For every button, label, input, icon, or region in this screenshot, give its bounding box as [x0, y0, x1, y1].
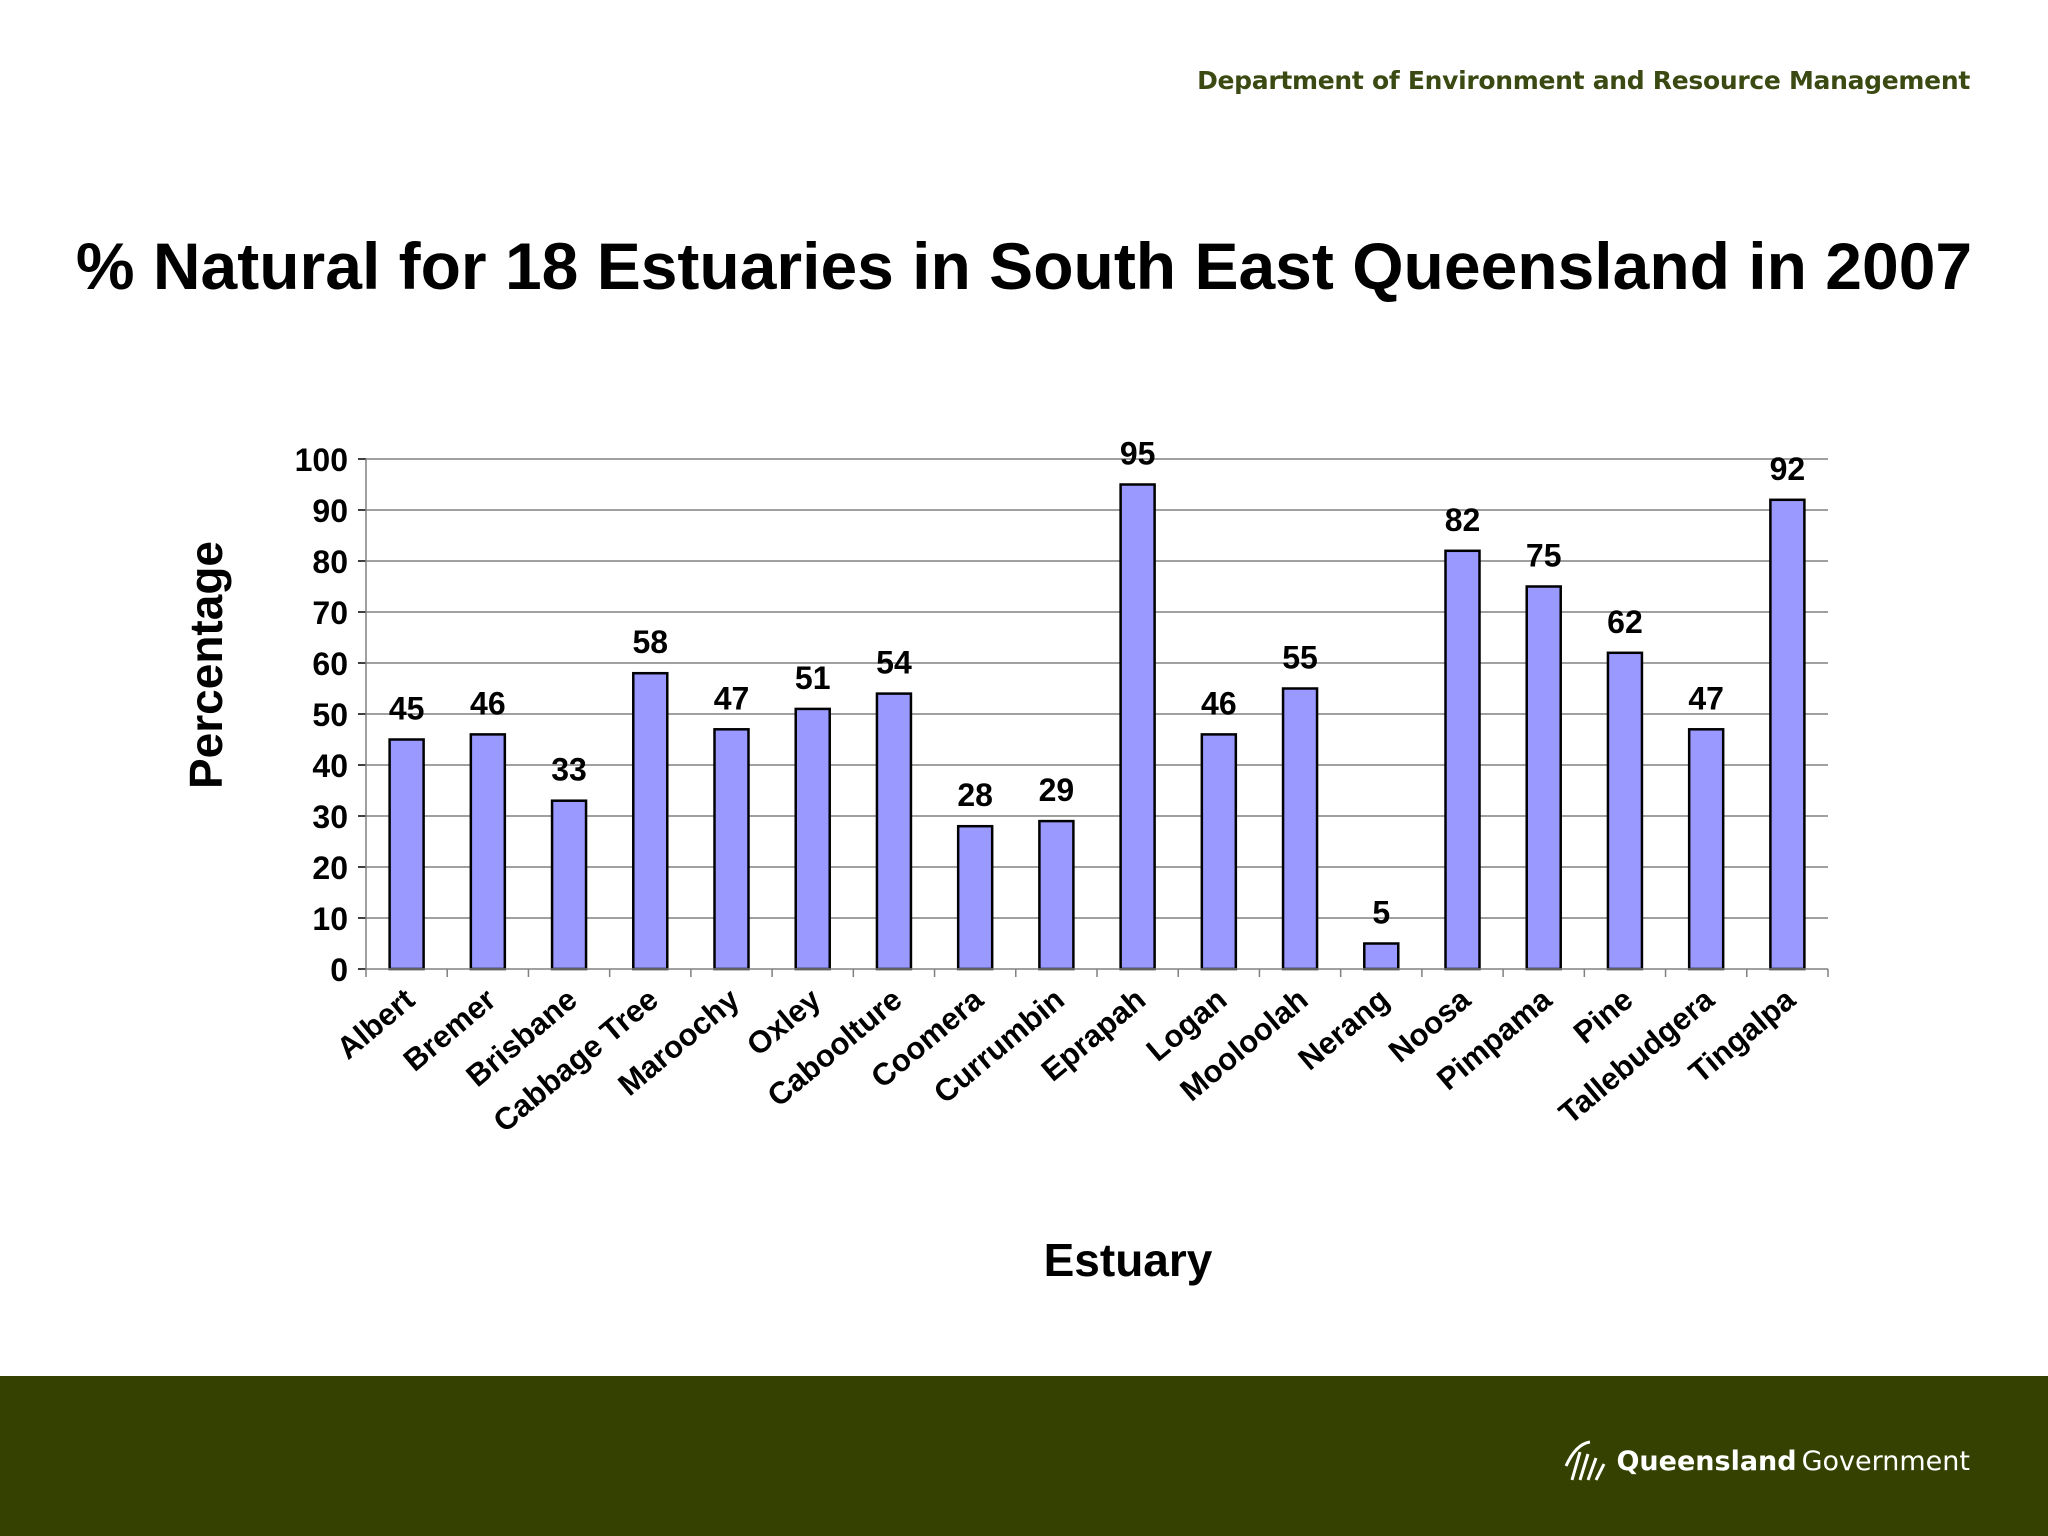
bar-coomera: [956, 824, 994, 971]
data-label: 55: [1282, 640, 1318, 676]
bar-pine: [1606, 651, 1644, 971]
bar-logan: [1200, 733, 1238, 971]
data-label: 46: [1201, 685, 1237, 721]
y-tick-label: 50: [312, 697, 348, 733]
y-tick-label: 100: [295, 442, 348, 478]
data-label: 75: [1526, 538, 1562, 574]
bar-nerang: [1363, 942, 1400, 971]
data-label: 33: [551, 752, 587, 788]
data-label: 47: [714, 680, 750, 716]
brand-name: Queensland: [1616, 1445, 1797, 1477]
bar-albert: [388, 738, 425, 971]
x-axis-title: Estuary: [1044, 1234, 1213, 1286]
y-tick-label: 70: [312, 595, 348, 631]
y-tick-label: 40: [312, 748, 348, 784]
y-axis-title: Percentage: [180, 541, 232, 789]
chart-title: % Natural for 18 Estuaries in South East…: [75, 229, 1973, 303]
y-tick-label: 30: [312, 799, 348, 835]
x-tick-label: Nerang: [1291, 982, 1395, 1077]
queensland-crest-icon: [1565, 1440, 1606, 1481]
data-label: 95: [1120, 436, 1156, 472]
gridlines: [366, 458, 1828, 919]
bar-tallebudgera: [1687, 728, 1725, 971]
bar-currumbin: [1038, 819, 1075, 971]
y-tick-label: 80: [312, 544, 348, 580]
footer-bar: Queensland Government: [0, 1376, 2048, 1536]
data-label: 29: [1039, 772, 1075, 808]
bars: [388, 483, 1806, 971]
bar-pimpama: [1525, 585, 1562, 971]
data-label: 62: [1607, 604, 1643, 640]
bar-tingalpa: [1769, 498, 1806, 971]
bar-maroochy: [713, 728, 750, 971]
data-label: 51: [795, 660, 831, 696]
data-label: 92: [1770, 451, 1806, 487]
bar-noosa: [1444, 549, 1481, 971]
data-label: 46: [470, 685, 506, 721]
brand-suffix: Government: [1801, 1445, 1970, 1477]
bar-cabbage-tree: [632, 671, 669, 971]
data-label: 58: [632, 624, 668, 660]
data-label: 54: [876, 645, 912, 681]
data-label: 47: [1688, 680, 1724, 716]
y-tick-label: 90: [312, 493, 348, 529]
data-label: 45: [389, 691, 425, 727]
y-tick-label: 60: [312, 646, 348, 682]
data-label: 5: [1372, 895, 1390, 931]
data-label: 28: [957, 777, 993, 813]
department-name: Department of Environment and Resource M…: [1197, 66, 1970, 95]
y-tick-label: 10: [312, 901, 348, 937]
bar-oxley: [794, 707, 831, 971]
bar-brisbane: [550, 799, 588, 971]
queensland-government-logo: Queensland Government: [1562, 1436, 1970, 1486]
bar-eprapah: [1119, 483, 1156, 971]
y-tick-label: 0: [330, 952, 348, 988]
data-label: 82: [1445, 502, 1481, 538]
bar-bremer: [469, 733, 507, 971]
bar-caboolture: [875, 692, 913, 971]
y-tick-label: 20: [312, 850, 348, 886]
bar-mooloolah: [1281, 687, 1319, 971]
bar-chart: 0102030405060708090100AlbertBremerBrisba…: [180, 436, 1829, 1286]
